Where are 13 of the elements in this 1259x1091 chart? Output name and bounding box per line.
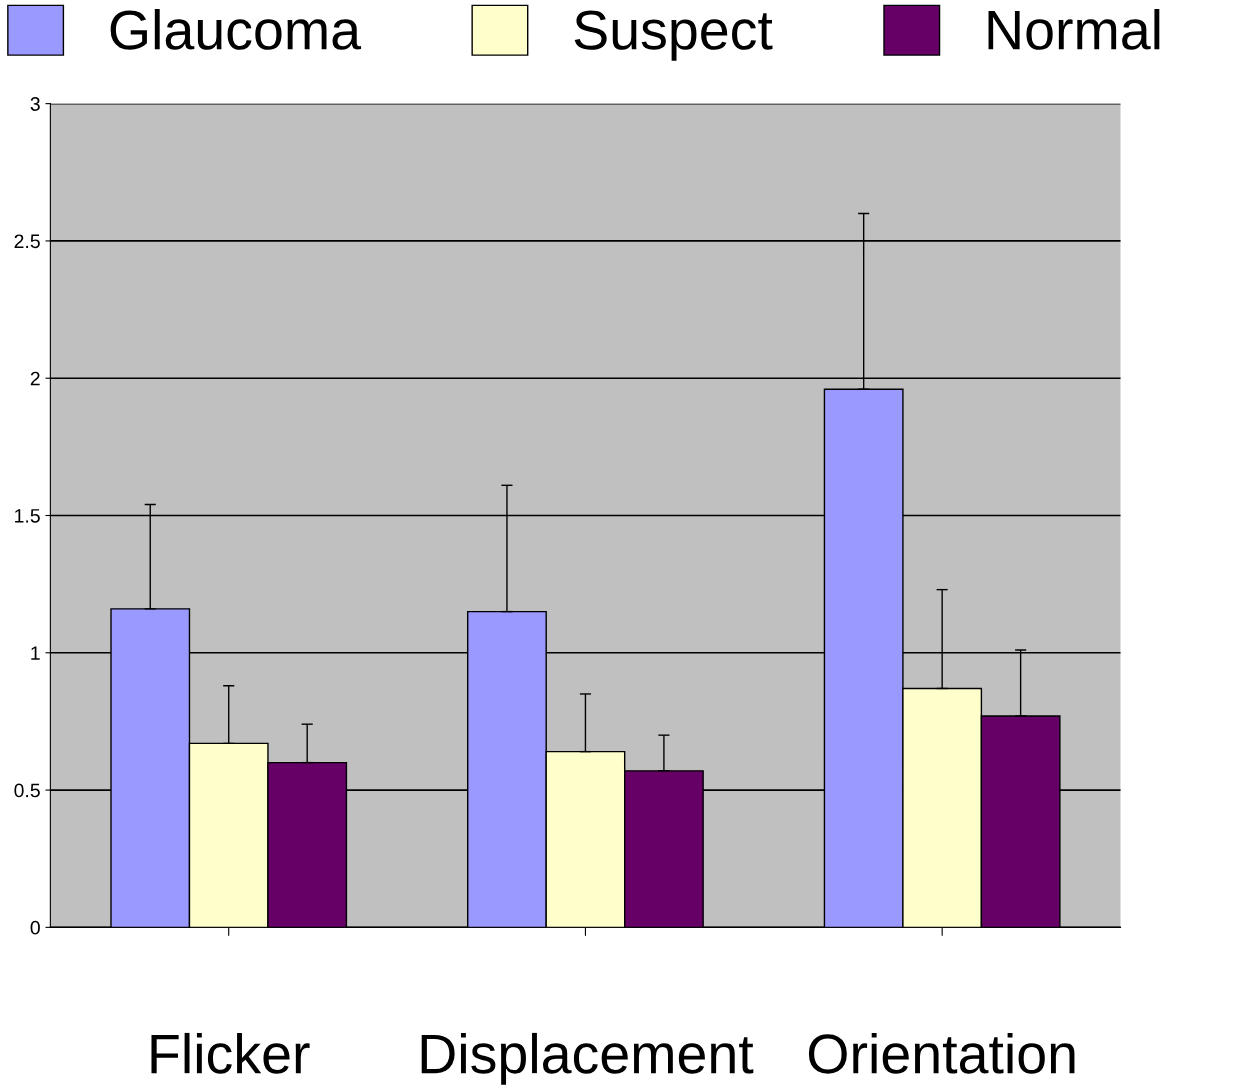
y-tick-label: 2.5 [14, 234, 40, 249]
y-tick-label: 3 [30, 97, 40, 111]
y-tick-label: 1.5 [15, 509, 40, 523]
y-tick-label: 2 [30, 371, 40, 386]
y-tick-label: 0.5 [14, 783, 40, 798]
y-tick-label: 1 [31, 646, 40, 660]
x-tick-label: Flicker [151, 1032, 310, 1074]
y-tick-label: 0 [30, 920, 40, 935]
legend-label: Glaucoma [110, 9, 362, 50]
legend-label: Normal [988, 9, 1160, 50]
x-tick-label: Displacement [421, 1032, 754, 1085]
legend-label: Suspect [574, 10, 773, 61]
x-tick-label: Orientation [808, 1032, 1075, 1074]
